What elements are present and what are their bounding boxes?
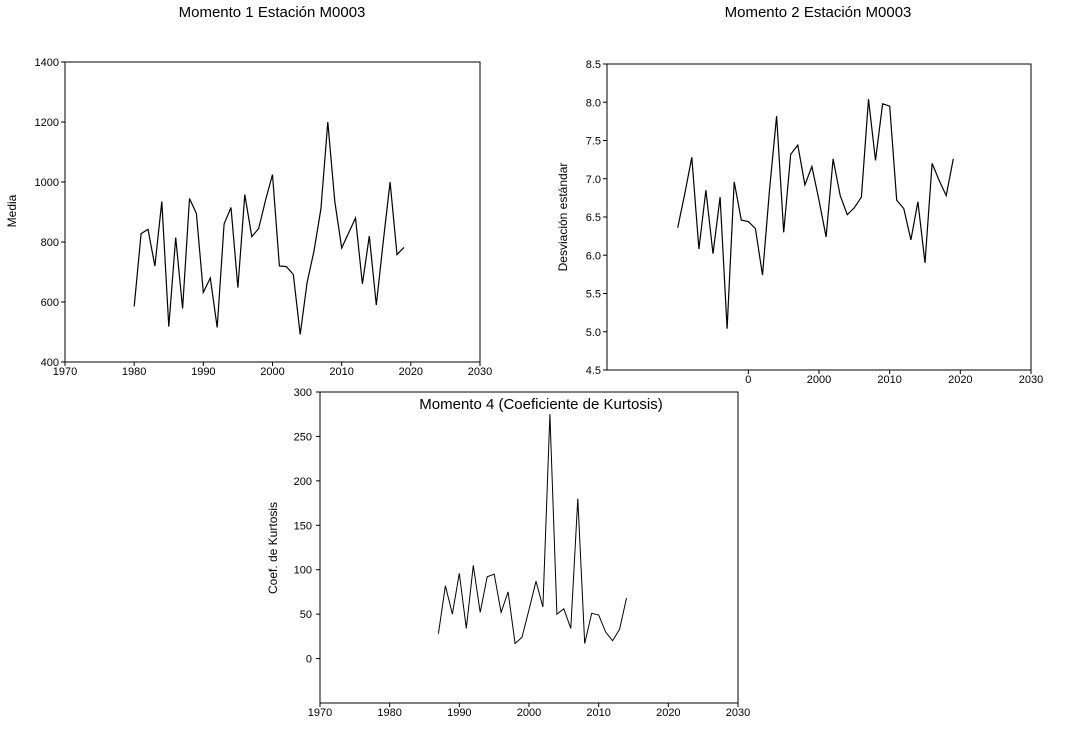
x-tick-label: 0 <box>745 374 751 386</box>
y-tick-label: 150 <box>294 520 312 532</box>
y-tick-label: 400 <box>41 357 59 369</box>
y-tick-label: 1000 <box>35 177 59 189</box>
x-tick-label: 2030 <box>726 707 750 719</box>
chart-2-title: Momento 2 Estación M0003 <box>725 4 912 21</box>
x-tick-label: 1990 <box>191 366 215 378</box>
x-tick-label: 2000 <box>517 707 541 719</box>
x-tick-label: 1970 <box>53 366 77 378</box>
y-tick-label: 8.0 <box>586 97 601 109</box>
x-tick-label: 2010 <box>586 707 610 719</box>
y-tick-label: 200 <box>294 476 312 488</box>
x-tick-label: 1970 <box>308 707 332 719</box>
x-tick-label: 1980 <box>377 707 401 719</box>
chart-1-ticks: 1970 1980 1990 2000 2010 2020 2030 400 600 800 100… <box>35 57 493 378</box>
chart-panel-2: Momento 2 Estación M0003 Desviación está… <box>556 4 1043 386</box>
x-tick-label: 2030 <box>468 366 492 378</box>
y-tick-label: 6.0 <box>586 250 601 262</box>
x-tick-label: 2030 <box>1019 374 1043 386</box>
chart-2-ylabel: Desviación estándar <box>556 163 570 272</box>
chart-panel-3: Momento 4 (Coeficiente de Kurtosis) Coef… <box>266 387 750 719</box>
x-tick-label: 2000 <box>260 366 284 378</box>
y-tick-label: 7.0 <box>586 174 601 186</box>
x-tick-label: 2020 <box>399 366 423 378</box>
chart-1-ylabel: Media <box>5 194 19 227</box>
x-tick-label: 1990 <box>447 707 471 719</box>
y-tick-label: 4.5 <box>586 365 601 377</box>
y-tick-label: 5.5 <box>586 289 601 301</box>
chart-3-ticks: 1970 1980 1990 2000 2010 2020 2030 0 50 100 150 200… <box>294 387 751 719</box>
chart-2-ticks: 2000 2010 2020 2030 0 4.5 5.0 5.5 6.0 6.5 7.0 7.5 8.… <box>586 59 1044 386</box>
x-tick-label: 1980 <box>122 366 146 378</box>
x-tick-label: 2010 <box>329 366 353 378</box>
y-tick-label: 600 <box>41 297 59 309</box>
y-tick-label: 800 <box>41 237 59 249</box>
x-tick-label: 2000 <box>807 374 831 386</box>
y-tick-label: 8.5 <box>586 59 601 71</box>
y-tick-label: 7.5 <box>586 136 601 148</box>
chart-3-title: Momento 4 (Coeficiente de Kurtosis) <box>419 396 662 413</box>
y-tick-label: 1200 <box>35 117 59 129</box>
chart-3-series-line <box>437 414 627 645</box>
y-tick-label: 50 <box>300 609 312 621</box>
x-tick-label: 2010 <box>877 374 901 386</box>
chart-2-series-line <box>677 99 954 329</box>
x-tick-label: 2020 <box>948 374 972 386</box>
y-tick-label: 100 <box>294 565 312 577</box>
y-tick-label: 1400 <box>35 57 59 69</box>
chart-3-ylabel: Coef. de Kurtosis <box>266 502 280 594</box>
chart-1-title: Momento 1 Estación M0003 <box>179 4 366 21</box>
y-tick-label: 5.0 <box>586 327 601 339</box>
y-tick-label: 250 <box>294 431 312 443</box>
y-tick-label: 6.5 <box>586 212 601 224</box>
y-tick-label: 0 <box>306 654 312 666</box>
chart-1-series-line <box>133 121 405 335</box>
y-tick-label: 300 <box>294 387 312 399</box>
x-tick-label: 2020 <box>656 707 680 719</box>
chart-panel-1: Momento 1 Estación M0003 Media 1970 1980 1… <box>5 4 492 378</box>
